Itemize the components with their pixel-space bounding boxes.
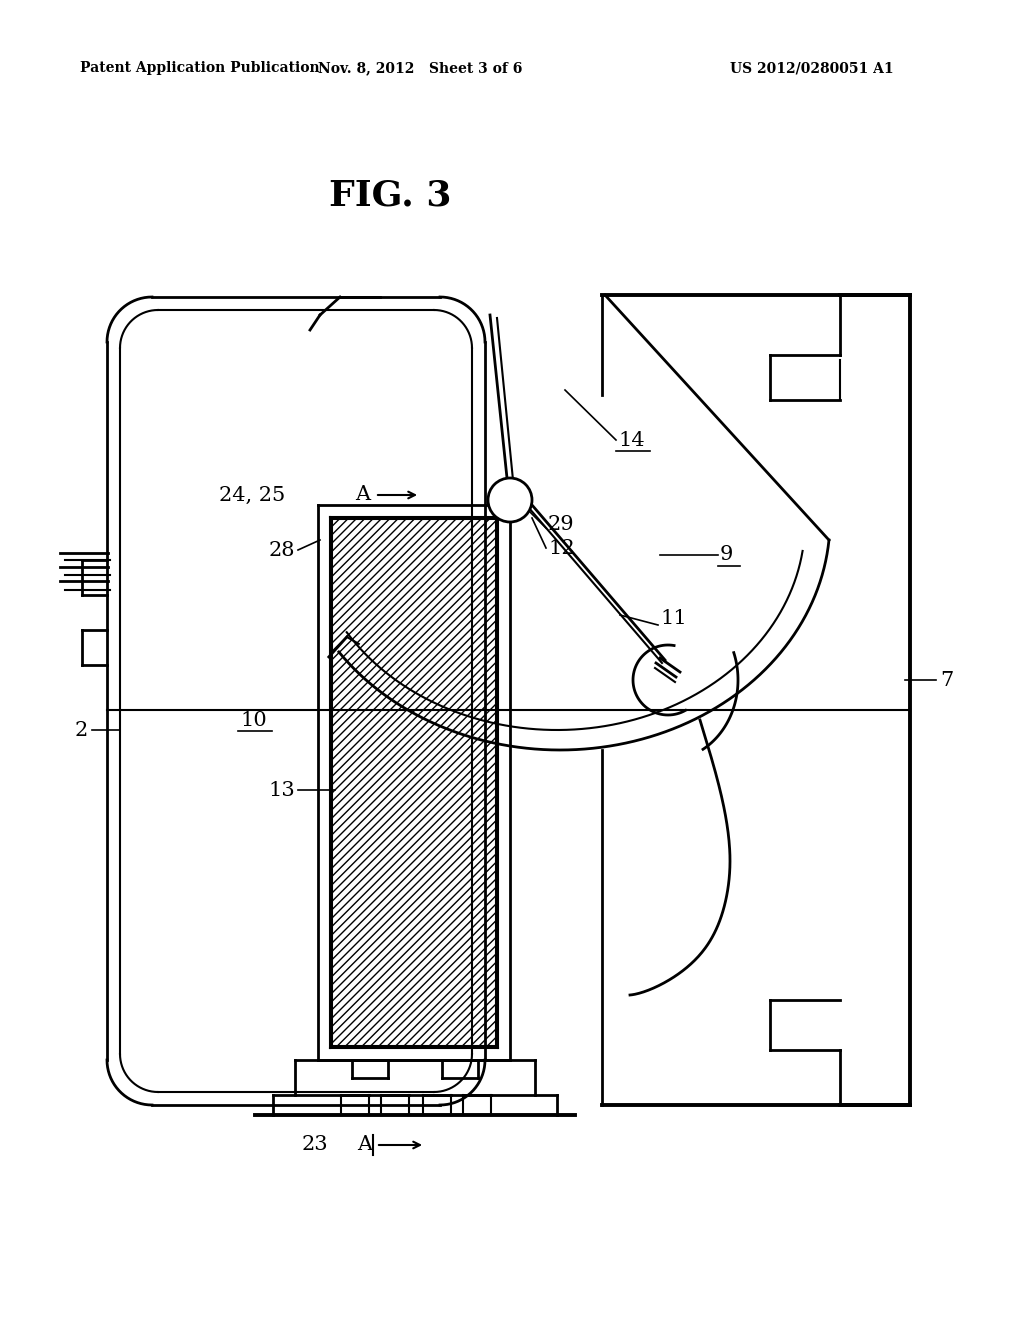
Text: 24, 25: 24, 25 bbox=[219, 486, 285, 504]
Text: 14: 14 bbox=[618, 430, 645, 450]
Text: 29: 29 bbox=[548, 516, 574, 535]
Text: Patent Application Publication: Patent Application Publication bbox=[80, 61, 319, 75]
Text: 13: 13 bbox=[268, 780, 295, 800]
Text: 7: 7 bbox=[940, 671, 953, 689]
Text: 10: 10 bbox=[240, 710, 266, 730]
Circle shape bbox=[488, 478, 532, 521]
Text: 9: 9 bbox=[720, 545, 733, 565]
Text: 12: 12 bbox=[548, 539, 574, 557]
Text: A: A bbox=[357, 1135, 372, 1155]
Text: 23: 23 bbox=[301, 1135, 328, 1155]
Text: 2: 2 bbox=[75, 721, 88, 739]
Text: A: A bbox=[355, 486, 370, 504]
Text: 28: 28 bbox=[268, 540, 295, 560]
Text: FIG. 3: FIG. 3 bbox=[329, 178, 452, 213]
Text: Nov. 8, 2012   Sheet 3 of 6: Nov. 8, 2012 Sheet 3 of 6 bbox=[317, 61, 522, 75]
Text: 11: 11 bbox=[660, 609, 687, 627]
Text: US 2012/0280051 A1: US 2012/0280051 A1 bbox=[730, 61, 894, 75]
Bar bbox=[332, 519, 496, 1045]
